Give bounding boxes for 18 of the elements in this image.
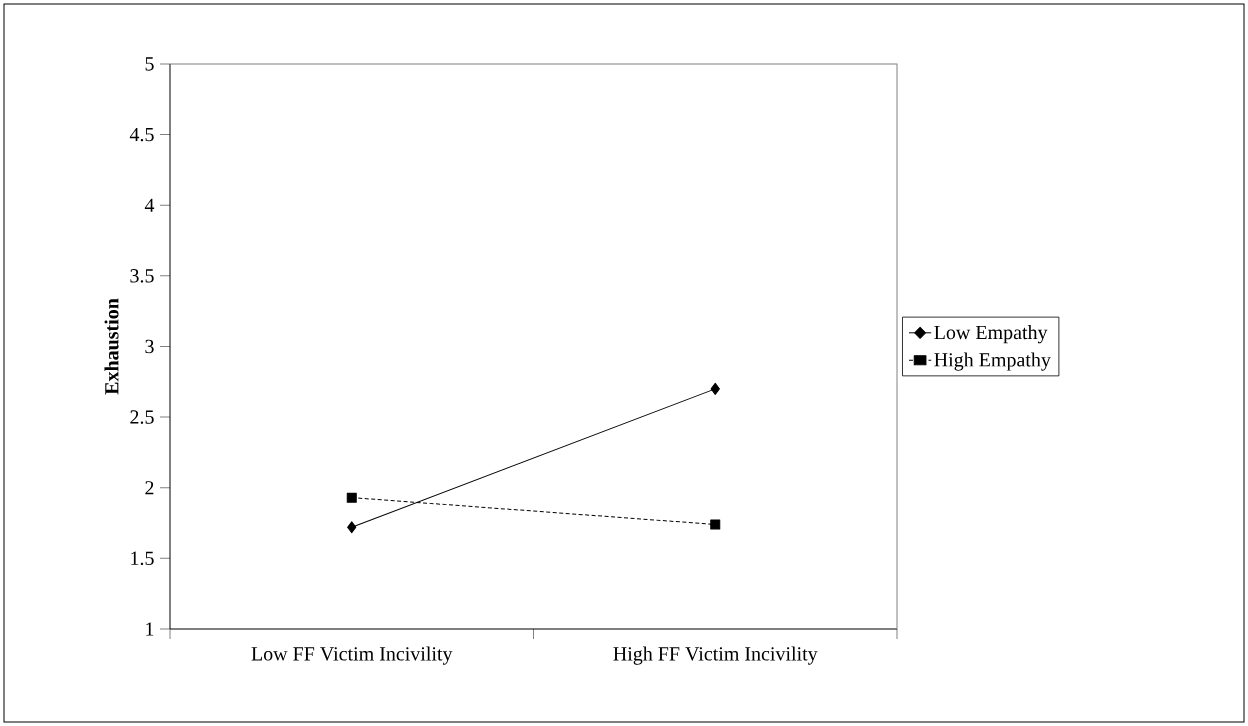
legend-label: Low Empathy	[934, 325, 1048, 344]
y-tick-label: 2	[145, 481, 154, 495]
y-tick-label: 3.5	[130, 269, 154, 283]
point	[710, 382, 720, 395]
y-tick-label: 1.5	[131, 551, 154, 566]
point	[347, 521, 357, 534]
point	[710, 519, 721, 530]
y-tick-label: 1	[146, 622, 154, 636]
y-tick-label: 2.5	[130, 410, 154, 424]
y-tick-label: 3	[145, 339, 154, 354]
point	[346, 492, 357, 503]
y-tick-label: 5	[145, 57, 154, 71]
y-tick-label: 4	[144, 198, 155, 212]
legend-label: High Empathy	[934, 352, 1051, 371]
x-tick-label: Low FF Victim Incivility	[251, 646, 453, 665]
y-axis-title: Exhaustion	[104, 298, 119, 395]
y-tick-label: 4.5	[129, 127, 154, 142]
x-tick-label: High FF Victim Incivility	[613, 646, 818, 665]
